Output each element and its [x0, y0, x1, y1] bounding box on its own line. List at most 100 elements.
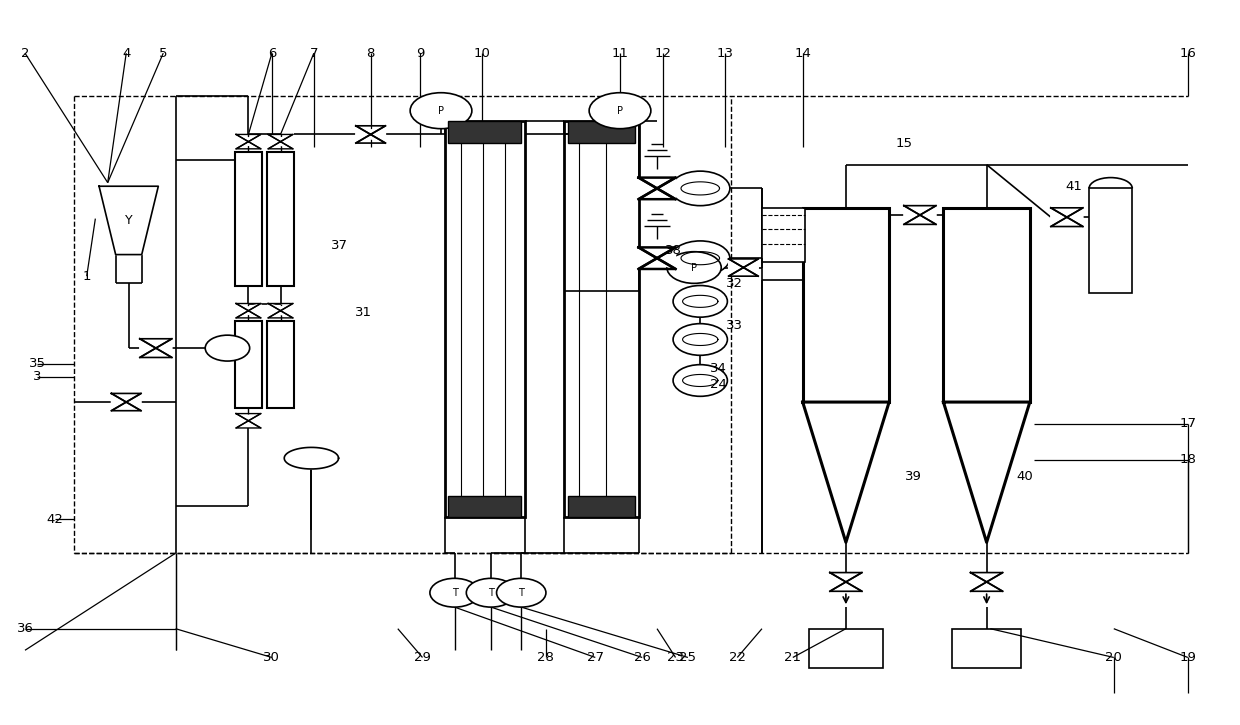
Bar — [568, 496, 635, 517]
Text: 25: 25 — [680, 651, 697, 664]
Polygon shape — [268, 304, 293, 318]
Text: 12: 12 — [655, 46, 672, 59]
Bar — [952, 629, 1022, 668]
Bar — [449, 496, 521, 517]
Text: 17: 17 — [1179, 417, 1197, 430]
Text: 30: 30 — [263, 651, 280, 664]
Text: 27: 27 — [587, 651, 604, 664]
Circle shape — [671, 171, 730, 206]
Polygon shape — [729, 259, 758, 276]
Text: 13: 13 — [717, 46, 733, 59]
Polygon shape — [639, 247, 676, 269]
Text: 3: 3 — [33, 370, 42, 384]
Text: 16: 16 — [1179, 46, 1197, 59]
Polygon shape — [268, 134, 293, 149]
Text: 38: 38 — [665, 244, 682, 257]
Polygon shape — [236, 134, 260, 149]
Text: P: P — [438, 106, 444, 116]
Text: 15: 15 — [895, 136, 913, 149]
Text: Y: Y — [125, 214, 133, 226]
Circle shape — [466, 579, 516, 607]
Text: 23: 23 — [667, 651, 684, 664]
Polygon shape — [1050, 208, 1083, 226]
Circle shape — [673, 286, 728, 317]
Bar — [449, 122, 521, 143]
Bar — [1089, 188, 1132, 293]
Text: P: P — [691, 262, 697, 273]
Bar — [568, 122, 635, 143]
Text: T: T — [489, 588, 494, 597]
Polygon shape — [904, 206, 936, 224]
Circle shape — [430, 579, 480, 607]
Polygon shape — [639, 178, 676, 199]
Circle shape — [673, 323, 728, 355]
Text: 7: 7 — [310, 46, 319, 59]
Polygon shape — [268, 304, 293, 318]
Text: 1: 1 — [83, 270, 91, 283]
Text: 2: 2 — [21, 46, 30, 59]
Polygon shape — [236, 304, 260, 318]
Text: P: P — [618, 106, 622, 116]
Bar — [808, 629, 883, 668]
Text: 24: 24 — [711, 378, 727, 391]
Text: 5: 5 — [159, 46, 167, 59]
Text: 21: 21 — [785, 651, 801, 664]
Polygon shape — [236, 413, 260, 428]
Polygon shape — [284, 447, 339, 469]
Text: 26: 26 — [634, 651, 651, 664]
Bar — [234, 152, 262, 286]
Text: 29: 29 — [414, 651, 432, 664]
Polygon shape — [356, 126, 386, 143]
Text: 37: 37 — [331, 239, 348, 252]
Circle shape — [410, 93, 472, 128]
Bar — [445, 122, 525, 517]
Bar — [944, 208, 1030, 402]
Text: 22: 22 — [729, 651, 745, 664]
Bar — [267, 321, 294, 408]
Text: 28: 28 — [537, 651, 554, 664]
Text: 41: 41 — [1066, 180, 1083, 193]
Bar — [564, 122, 639, 517]
Text: T: T — [451, 588, 458, 597]
Text: 8: 8 — [367, 46, 374, 59]
Polygon shape — [99, 186, 159, 254]
Text: 32: 32 — [727, 277, 743, 290]
Polygon shape — [904, 206, 936, 224]
Circle shape — [673, 365, 728, 397]
Polygon shape — [112, 394, 141, 410]
Text: 14: 14 — [795, 46, 811, 59]
Text: 33: 33 — [727, 318, 743, 331]
Text: T: T — [518, 588, 525, 597]
Polygon shape — [830, 573, 862, 592]
Polygon shape — [971, 573, 1003, 592]
Polygon shape — [236, 134, 260, 149]
Text: 9: 9 — [415, 46, 424, 59]
Circle shape — [206, 335, 249, 361]
Text: 6: 6 — [268, 46, 277, 59]
Bar — [234, 321, 262, 408]
Bar — [267, 152, 294, 286]
Text: 36: 36 — [16, 622, 33, 635]
Text: 10: 10 — [474, 46, 490, 59]
Polygon shape — [639, 178, 676, 199]
Text: 31: 31 — [355, 306, 372, 319]
Text: 19: 19 — [1179, 651, 1197, 664]
Text: 18: 18 — [1179, 453, 1197, 466]
Circle shape — [671, 241, 730, 276]
Text: 4: 4 — [122, 46, 130, 59]
Circle shape — [496, 579, 546, 607]
Polygon shape — [639, 247, 676, 269]
Text: 40: 40 — [1017, 470, 1033, 483]
Text: 20: 20 — [1105, 651, 1122, 664]
Polygon shape — [1050, 208, 1083, 226]
Polygon shape — [971, 573, 1003, 592]
Polygon shape — [729, 259, 758, 276]
Polygon shape — [356, 126, 386, 143]
Bar — [802, 208, 889, 402]
Polygon shape — [268, 134, 293, 149]
Polygon shape — [236, 304, 260, 318]
Polygon shape — [830, 573, 862, 592]
Polygon shape — [140, 339, 172, 357]
Text: 11: 11 — [611, 46, 629, 59]
Text: 42: 42 — [46, 513, 63, 526]
